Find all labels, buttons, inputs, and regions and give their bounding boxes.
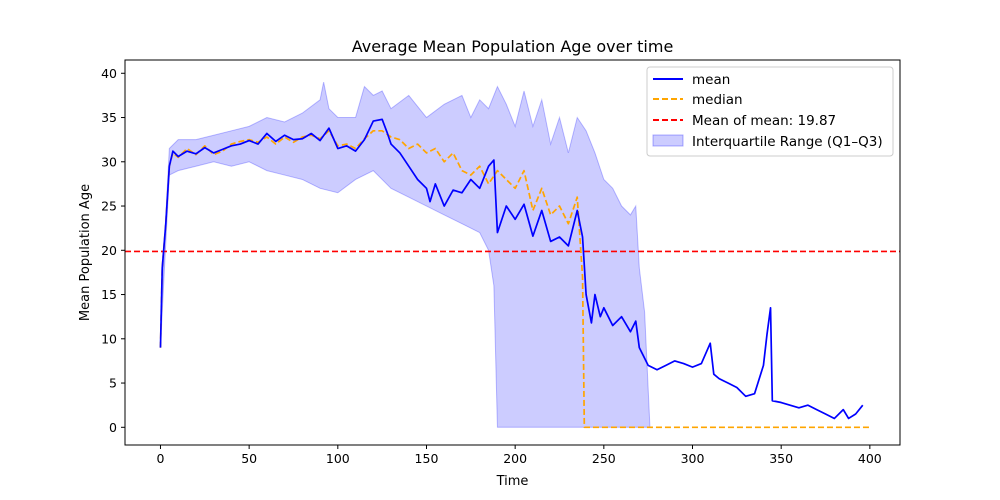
- x-tick-label: 300: [681, 451, 705, 466]
- mean-series-line: [159, 118, 864, 420]
- x-tick-label: 400: [858, 451, 882, 466]
- x-tick-label: 250: [592, 451, 616, 466]
- y-tick-label: 15: [101, 287, 117, 302]
- plot-area: [124, 59, 901, 446]
- x-tick-label: 350: [769, 451, 793, 466]
- x-tick-label: 0: [156, 451, 164, 466]
- y-tick-label: 10: [101, 331, 117, 346]
- y-tick-label: 30: [101, 154, 117, 169]
- x-tick-label: 50: [241, 451, 257, 466]
- chart-title: Average Mean Population Age over time: [352, 37, 674, 56]
- y-tick-label: 35: [101, 110, 117, 125]
- legend-mean-of-mean-label: Mean of mean: 19.87: [692, 113, 836, 129]
- y-tick-label: 0: [109, 420, 117, 435]
- legend-mean-label: mean: [692, 72, 730, 88]
- legend-iqr-label: Interquartile Range (Q1–Q3): [692, 134, 883, 150]
- iqr-band: [159, 82, 651, 428]
- y-tick-label: 40: [101, 66, 117, 81]
- x-axis-label: Time: [496, 474, 529, 489]
- y-axis: 0 5 10 15 20 25 30 35 40: [101, 66, 125, 435]
- x-tick-label: 100: [326, 451, 350, 466]
- x-axis: 0 50 100 150 200 250 300 350 400: [156, 445, 882, 466]
- legend: mean median Mean of mean: 19.87 Interqua…: [646, 66, 894, 157]
- legend-median-label: median: [692, 92, 743, 108]
- y-tick-label: 25: [101, 199, 117, 214]
- plot-frame: [124, 59, 901, 446]
- y-tick-label: 20: [101, 243, 117, 258]
- median-series-line: [159, 129, 870, 429]
- y-tick-label: 5: [109, 376, 117, 391]
- x-tick-label: 150: [415, 451, 439, 466]
- legend-iqr-swatch: [652, 134, 684, 147]
- y-axis-label: Mean Population Age: [78, 184, 93, 321]
- legend-box: [646, 66, 894, 157]
- x-tick-label: 200: [503, 451, 527, 466]
